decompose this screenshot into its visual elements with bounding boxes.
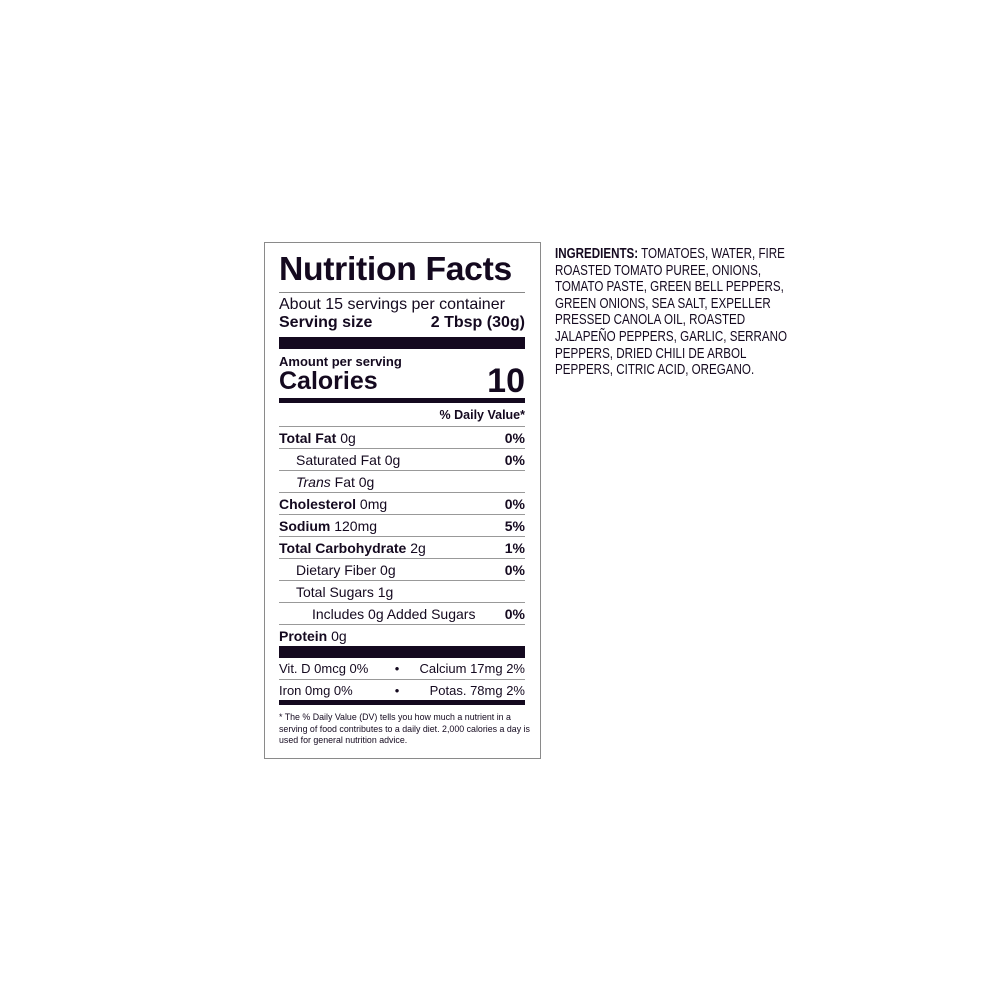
thick-divider: [279, 337, 525, 349]
calories-value: 10: [487, 362, 525, 400]
ingredients-line: PRESSED CANOLA OIL, ROASTED: [555, 312, 746, 329]
nutrition-facts-label: Nutrition Facts About 15 servings per co…: [264, 242, 541, 759]
daily-value-footnote: * The % Daily Value (DV) tells you how m…: [279, 712, 530, 746]
nutrient-row-total-carbohydrate: Total Carbohydrate 2g 1%: [279, 536, 525, 558]
nutrient-row-trans-fat: Trans Fat 0g: [279, 470, 525, 492]
ingredients-line: GREEN ONIONS, SEA SALT, EXPELLER: [555, 295, 771, 312]
daily-value-header: % Daily Value*: [439, 408, 525, 422]
ingredients-line: ROASTED TOMATO PUREE, ONIONS,: [555, 262, 762, 279]
nutrient-row-total-fat: Total Fat 0g 0%: [279, 426, 525, 448]
medium-divider: [279, 700, 525, 705]
nutrient-row-added-sugars: Includes 0g Added Sugars 0%: [279, 602, 525, 624]
nutrient-row-saturated-fat: Saturated Fat 0g 0%: [279, 448, 525, 470]
nutrient-row-total-sugars: Total Sugars 1g: [279, 580, 525, 602]
ingredients-label: INGREDIENTS:: [555, 246, 639, 262]
divider: [279, 292, 525, 293]
vitamin-row: Vit. D 0mcg 0% • Calcium 17mg 2%: [279, 661, 525, 676]
medium-divider: [279, 398, 525, 403]
nutrient-row-protein: Protein 0g: [279, 624, 525, 646]
ingredients-line: PEPPERS, CITRIC ACID, OREGANO.: [555, 362, 755, 379]
nutrient-row-cholesterol: Cholesterol 0mg 0%: [279, 492, 525, 514]
label-title: Nutrition Facts: [279, 250, 512, 287]
ingredients-line: TOMATO PASTE, GREEN BELL PEPPERS,: [555, 279, 784, 296]
nutrient-row-sodium: Sodium 120mg 5%: [279, 514, 525, 536]
ingredients-line: JALAPEÑO PEPPERS, GARLIC, SERRANO: [555, 328, 788, 345]
ingredients-line: PEPPERS, DRIED CHILI DE ARBOL: [555, 345, 747, 362]
serving-size-label: Serving size: [279, 314, 373, 331]
serving-size-value: 2 Tbsp (30g): [430, 314, 525, 331]
servings-per-container: About 15 servings per container: [279, 296, 505, 313]
amount-per-serving: Amount per serving: [279, 354, 402, 369]
ingredients-list: INGREDIENTS: TOMATOES, WATER, FIRE ROAST…: [555, 246, 788, 379]
thick-divider: [279, 646, 525, 658]
serving-size-row: Serving size 2 Tbsp (30g): [279, 314, 525, 332]
calories-row: Calories 10: [279, 362, 525, 400]
vitamin-row: Iron 0mg 0% • Potas. 78mg 2%: [279, 679, 525, 700]
nutrient-row-dietary-fiber: Dietary Fiber 0g 0%: [279, 558, 525, 580]
calories-label: Calories: [279, 367, 378, 395]
